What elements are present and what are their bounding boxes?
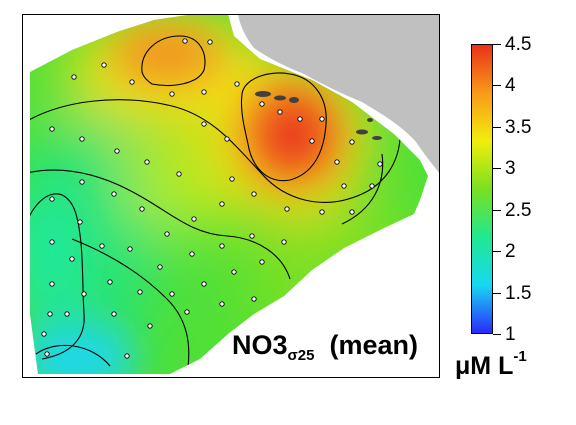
units-label: μM L-1 — [455, 348, 527, 381]
colorbar-tick — [493, 251, 501, 252]
colorbar-tick — [493, 210, 501, 211]
map-panel: NO3σ25 (mean) — [22, 14, 440, 378]
land-area — [238, 14, 440, 174]
colorbar-tick — [493, 293, 501, 294]
colorbar-tick — [493, 168, 501, 169]
colorbar-tick — [493, 85, 501, 86]
colorbar-tick-label: 4 — [505, 75, 516, 96]
colorbar-tick — [493, 44, 501, 45]
colorbar-tick-label: 2.5 — [505, 200, 532, 221]
label-main: NO3 — [232, 330, 288, 360]
islands — [255, 91, 382, 140]
colorbar-tick-label: 1 — [505, 324, 516, 345]
colorbar-tick-label: 3 — [505, 158, 516, 179]
colorbar-tick-label: 3.5 — [505, 117, 532, 138]
label-subscript: σ25 — [287, 347, 315, 364]
map-frame — [22, 14, 440, 378]
colorbar-tick — [493, 334, 501, 335]
units-exponent: -1 — [513, 348, 527, 365]
colorbar — [471, 44, 493, 334]
sampling-stations — [41, 38, 383, 359]
colorbar-tick-label: 4.5 — [505, 34, 532, 55]
colorbar-tick — [493, 127, 501, 128]
map-label: NO3σ25 (mean) — [232, 330, 419, 364]
units-base: μM L — [455, 352, 514, 380]
colorbar-tick-label: 2 — [505, 241, 516, 262]
label-suffix: (mean) — [329, 330, 419, 360]
colorbar-tick-label: 1.5 — [505, 283, 532, 304]
contour-lines — [30, 35, 401, 374]
